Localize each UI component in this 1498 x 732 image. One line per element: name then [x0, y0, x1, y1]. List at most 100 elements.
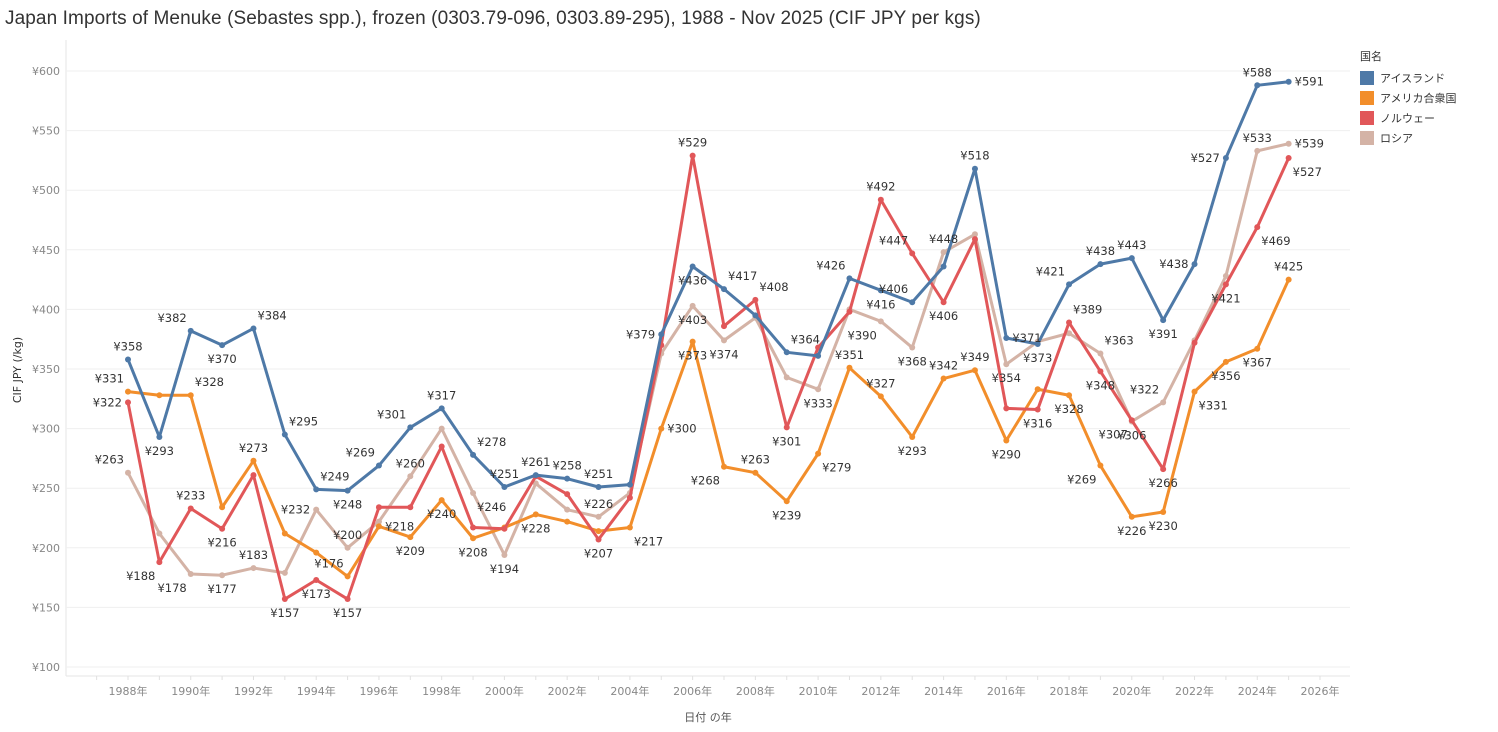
- data-point[interactable]: [721, 323, 727, 330]
- data-point[interactable]: [1191, 261, 1198, 268]
- data-point[interactable]: [501, 484, 508, 491]
- data-point[interactable]: [1097, 462, 1104, 469]
- data-point[interactable]: [1222, 155, 1229, 162]
- data-point[interactable]: [219, 572, 226, 579]
- data-point[interactable]: [187, 327, 194, 334]
- data-point[interactable]: [752, 469, 759, 476]
- data-point[interactable]: [407, 504, 414, 511]
- data-point[interactable]: [187, 571, 194, 578]
- data-point[interactable]: [1003, 437, 1010, 444]
- data-point[interactable]: [971, 165, 978, 172]
- data-point[interactable]: [375, 462, 382, 469]
- data-point[interactable]: [250, 457, 257, 464]
- data-point[interactable]: [1066, 281, 1073, 288]
- data-point[interactable]: [1066, 319, 1073, 326]
- data-point[interactable]: [1191, 339, 1198, 346]
- data-point[interactable]: [313, 576, 320, 583]
- data-point[interactable]: [626, 481, 633, 488]
- data-point[interactable]: [156, 433, 163, 440]
- data-point[interactable]: [815, 386, 822, 393]
- data-point[interactable]: [407, 534, 414, 541]
- data-point[interactable]: [250, 565, 257, 572]
- data-point[interactable]: [313, 549, 320, 556]
- data-point[interactable]: [1160, 317, 1167, 324]
- data-point[interactable]: [125, 469, 131, 476]
- data-point[interactable]: [219, 525, 226, 532]
- data-point[interactable]: [250, 472, 257, 479]
- series-line[interactable]: [126, 154, 1290, 601]
- data-point[interactable]: [313, 506, 320, 513]
- data-point[interactable]: [815, 450, 822, 457]
- data-point[interactable]: [470, 535, 477, 542]
- data-point[interactable]: [125, 399, 131, 406]
- data-point[interactable]: [564, 506, 571, 513]
- data-point[interactable]: [1160, 466, 1167, 473]
- data-point[interactable]: [940, 249, 947, 256]
- data-point[interactable]: [877, 287, 884, 294]
- data-point[interactable]: [470, 451, 477, 458]
- data-point[interactable]: [1034, 340, 1041, 347]
- data-point[interactable]: [156, 392, 163, 399]
- data-point[interactable]: [909, 433, 916, 440]
- data-point[interactable]: [721, 286, 727, 293]
- data-point[interactable]: [564, 518, 571, 525]
- data-point[interactable]: [595, 484, 602, 491]
- data-point[interactable]: [407, 473, 414, 480]
- data-point[interactable]: [940, 375, 947, 382]
- data-point[interactable]: [1222, 358, 1229, 365]
- data-point[interactable]: [721, 337, 727, 344]
- data-point[interactable]: [564, 491, 571, 498]
- data-point[interactable]: [1222, 281, 1229, 288]
- data-point[interactable]: [125, 388, 131, 395]
- data-point[interactable]: [783, 498, 790, 505]
- data-point[interactable]: [783, 424, 790, 431]
- series-line[interactable]: [127, 278, 1290, 578]
- data-point[interactable]: [1160, 509, 1167, 516]
- data-point[interactable]: [438, 405, 445, 412]
- data-point[interactable]: [877, 318, 884, 325]
- data-point[interactable]: [689, 338, 696, 345]
- data-point[interactable]: [909, 250, 916, 257]
- data-point[interactable]: [689, 263, 696, 270]
- data-point[interactable]: [281, 596, 288, 603]
- data-point[interactable]: [658, 331, 665, 338]
- data-point[interactable]: [877, 393, 884, 400]
- data-point[interactable]: [1285, 155, 1292, 162]
- data-point[interactable]: [407, 424, 414, 431]
- data-point[interactable]: [281, 530, 288, 537]
- data-point[interactable]: [1160, 399, 1167, 406]
- data-point[interactable]: [1191, 388, 1198, 395]
- data-point[interactable]: [125, 356, 131, 363]
- data-point[interactable]: [219, 342, 226, 349]
- data-point[interactable]: [438, 425, 445, 432]
- data-point[interactable]: [595, 513, 602, 520]
- data-point[interactable]: [313, 486, 320, 493]
- data-point[interactable]: [1034, 406, 1041, 413]
- data-point[interactable]: [783, 374, 790, 381]
- data-point[interactable]: [1254, 345, 1261, 352]
- data-point[interactable]: [156, 530, 163, 537]
- data-point[interactable]: [375, 518, 382, 525]
- data-point[interactable]: [187, 505, 194, 512]
- data-point[interactable]: [156, 559, 163, 566]
- data-point[interactable]: [1128, 255, 1135, 262]
- data-point[interactable]: [470, 489, 477, 496]
- data-point[interactable]: [375, 504, 382, 511]
- data-point[interactable]: [658, 425, 665, 432]
- data-point[interactable]: [1034, 386, 1041, 393]
- data-point[interactable]: [783, 349, 790, 356]
- data-point[interactable]: [501, 525, 508, 532]
- data-point[interactable]: [1066, 330, 1073, 337]
- data-point[interactable]: [626, 494, 633, 501]
- legend-item-norway[interactable]: ノルウェー: [1360, 108, 1456, 128]
- data-point[interactable]: [1066, 392, 1073, 399]
- data-point[interactable]: [1254, 224, 1261, 231]
- data-point[interactable]: [1003, 405, 1010, 412]
- data-point[interactable]: [1003, 361, 1010, 368]
- data-point[interactable]: [281, 569, 288, 576]
- legend-item-usa[interactable]: アメリカ合衆国: [1360, 88, 1456, 108]
- data-point[interactable]: [1254, 147, 1261, 154]
- data-point[interactable]: [501, 551, 508, 558]
- data-point[interactable]: [940, 263, 947, 270]
- data-point[interactable]: [909, 299, 916, 306]
